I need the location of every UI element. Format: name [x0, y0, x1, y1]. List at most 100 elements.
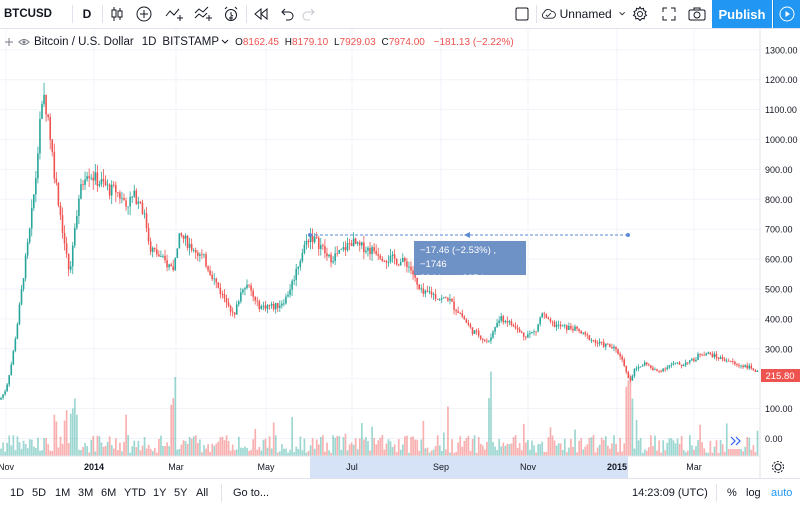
candle-body — [305, 240, 308, 245]
volume-bar — [568, 447, 570, 456]
auto-toggle[interactable]: auto — [771, 487, 793, 499]
candle-body — [320, 245, 322, 249]
volume-bar — [104, 445, 107, 456]
range-all[interactable]: All — [196, 487, 209, 499]
publish-button[interactable]: Publish — [712, 0, 772, 28]
price-chart[interactable]: Nov 2014 Mar May Jul Sep Nov 2015 Mar 1300.00 120… — [0, 29, 800, 478]
measure-handle-start[interactable] — [308, 233, 312, 237]
volume-bar — [621, 451, 624, 456]
volume-bar — [426, 447, 429, 456]
range-ytd[interactable]: YTD — [124, 487, 146, 499]
candle-body — [338, 250, 341, 254]
alert-button[interactable] — [220, 0, 242, 28]
volume-bar — [295, 446, 298, 456]
volume-bar — [543, 451, 546, 456]
chart-settings-button[interactable] — [772, 461, 784, 473]
volume-bar — [166, 442, 168, 456]
measure-handle-end[interactable] — [626, 233, 630, 237]
candle-body — [356, 242, 359, 244]
candle-body — [506, 321, 509, 323]
volume-bar — [88, 452, 91, 456]
range-5d[interactable]: 5D — [32, 487, 47, 499]
symbol-name[interactable]: Bitcoin / U.S. Dollar — [34, 36, 134, 48]
indicators-button[interactable] — [163, 0, 187, 28]
range-1d[interactable]: 1D — [10, 487, 25, 499]
volume-bar — [63, 420, 66, 456]
clock[interactable]: 14:23:09 (UTC) — [632, 487, 708, 499]
volume-bar — [297, 448, 300, 456]
goto-button[interactable]: Go to... — [233, 487, 270, 499]
candle-body — [281, 303, 283, 306]
legend-interval: 1D — [141, 36, 157, 48]
candle-body — [393, 254, 396, 259]
percent-toggle[interactable]: % — [727, 487, 737, 499]
candle-body — [402, 257, 404, 263]
symbol-search[interactable]: BTCUSD — [4, 8, 52, 20]
templates-button[interactable] — [192, 0, 216, 28]
volume-bar — [615, 443, 617, 456]
candle-body — [572, 328, 574, 331]
price-tick-label: 1000.00 — [765, 135, 798, 145]
volume-bar — [35, 447, 37, 456]
candle-body — [633, 368, 636, 377]
bar-replay-button[interactable] — [250, 0, 272, 28]
candle-body — [457, 311, 459, 313]
volume-bar — [430, 450, 433, 456]
top-toolbar: BTCUSD D Unnamed Publish — [0, 0, 800, 29]
candle-body — [47, 114, 49, 118]
candle-body — [445, 297, 447, 299]
candle-body — [102, 179, 105, 182]
volume-bar — [188, 436, 191, 456]
volume-bar — [332, 435, 334, 456]
volume-bar — [418, 450, 421, 456]
settings-button[interactable] — [629, 0, 651, 28]
time-tick-label: 2015 — [607, 462, 627, 472]
chart-style-button[interactable] — [106, 0, 128, 28]
candle-body — [293, 279, 295, 281]
redo-button[interactable] — [299, 0, 319, 28]
candle-body — [469, 324, 472, 328]
range-1y[interactable]: 1Y — [153, 487, 167, 499]
scroll-to-end-button[interactable] — [728, 433, 744, 449]
candle-body — [703, 354, 705, 356]
volume-bar — [533, 445, 535, 456]
snapshot-button[interactable] — [686, 0, 708, 28]
volume-bar — [276, 452, 279, 456]
bottom-toolbar: 1D 5D 1M 3M 6M YTD 1Y 5Y All Go to... 14… — [0, 478, 800, 507]
chevron-down-icon[interactable] — [221, 38, 229, 46]
price-axis[interactable]: 1300.00 1200.00 1100.00 1000.00 900.00 800.00… — [765, 45, 798, 444]
compare-button[interactable] — [133, 0, 155, 28]
fullscreen-button[interactable] — [658, 0, 680, 28]
candle-body — [730, 360, 732, 362]
range-5y[interactable]: 5Y — [174, 487, 188, 499]
time-axis[interactable]: Nov 2014 Mar May Jul Sep Nov 2015 Mar — [0, 462, 702, 472]
collapse-toggle-icon[interactable] — [4, 37, 14, 47]
range-3m[interactable]: 3M — [78, 487, 94, 499]
candle-body — [199, 254, 201, 256]
range-6m[interactable]: 6M — [101, 487, 117, 499]
layout-menu[interactable]: Unnamed — [540, 0, 626, 28]
undo-icon — [281, 8, 294, 21]
candle-body — [379, 255, 382, 259]
candle-body — [629, 377, 632, 381]
candle-body — [143, 213, 146, 215]
range-1m[interactable]: 1M — [55, 487, 71, 499]
play-button[interactable] — [773, 0, 800, 28]
eye-icon[interactable] — [18, 37, 30, 47]
candle-body — [149, 241, 152, 252]
candle-body — [18, 304, 21, 325]
candle-body — [533, 331, 535, 333]
fullscreen-toggle[interactable] — [512, 0, 532, 28]
volume-bar — [373, 438, 375, 456]
volume-bar — [375, 444, 378, 456]
candle-body — [104, 181, 107, 186]
candle-body — [721, 357, 724, 360]
volume-bar — [520, 450, 523, 456]
interval-button[interactable]: D — [82, 7, 92, 21]
candle-body — [486, 340, 488, 342]
volume-bar — [719, 439, 722, 456]
volume-bar — [738, 445, 740, 456]
candle-body — [16, 324, 19, 339]
undo-button[interactable] — [277, 0, 297, 28]
log-toggle[interactable]: log — [746, 487, 761, 499]
